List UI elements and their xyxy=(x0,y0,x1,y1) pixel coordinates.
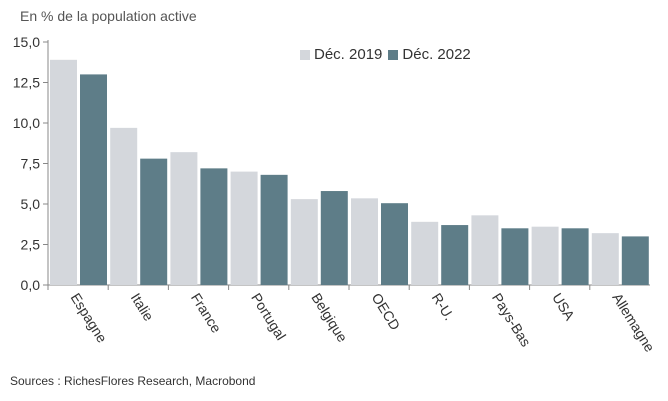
legend-item-dec-2022: Déc. 2022 xyxy=(388,46,471,63)
bar xyxy=(200,168,228,285)
y-tick-label: 10,0 xyxy=(13,115,40,131)
bar xyxy=(290,199,318,285)
bar xyxy=(50,59,77,285)
bar xyxy=(531,226,559,285)
x-tick-label: Belgique xyxy=(308,290,351,345)
bar xyxy=(170,152,198,285)
bar xyxy=(140,158,168,285)
bar xyxy=(320,191,348,285)
bar xyxy=(591,233,619,285)
legend-label-dec-2022: Déc. 2022 xyxy=(402,46,471,63)
x-tick-label: Pays-Bas xyxy=(489,290,534,349)
bar xyxy=(80,74,107,286)
y-tick-label: 7,5 xyxy=(21,156,41,172)
legend-swatch-dec-2022 xyxy=(388,49,399,60)
x-tick-label: Portugal xyxy=(248,290,289,343)
x-tick-label: OECD xyxy=(369,290,404,333)
y-tick-label: 0,0 xyxy=(21,277,41,293)
x-tick-label: France xyxy=(188,290,225,336)
bar xyxy=(501,228,529,285)
legend-swatch-dec-2019 xyxy=(300,49,310,60)
y-tick-label: 2,5 xyxy=(21,237,41,253)
bar xyxy=(621,236,649,285)
legend-item-dec-2019: Déc. 2019 xyxy=(300,46,382,63)
x-tick-label: Allemagne xyxy=(609,290,658,355)
y-tick-label: 5,0 xyxy=(21,196,41,212)
source-note: Sources : RichesFlores Research, Macrobo… xyxy=(10,374,256,388)
y-tick-label: 15,0 xyxy=(13,34,40,50)
x-tick-label: USA xyxy=(549,290,578,323)
x-tick-label: R-U. xyxy=(429,290,458,323)
legend-label-dec-2019: Déc. 2019 xyxy=(314,46,383,63)
bar xyxy=(441,225,469,285)
bar xyxy=(381,203,408,285)
bar xyxy=(561,228,589,285)
bar xyxy=(110,127,138,285)
bar xyxy=(260,174,288,285)
bar xyxy=(351,198,378,285)
x-tick-label: Espagne xyxy=(68,290,111,346)
chart-legend: Déc. 2019 Déc. 2022 xyxy=(300,46,477,63)
y-axis-unit-label: En % de la population active xyxy=(20,8,197,24)
bar xyxy=(471,215,499,285)
bar xyxy=(230,171,258,285)
x-tick-label: Italie xyxy=(128,290,157,324)
y-tick-label: 12,5 xyxy=(13,75,40,91)
bar xyxy=(411,221,439,285)
